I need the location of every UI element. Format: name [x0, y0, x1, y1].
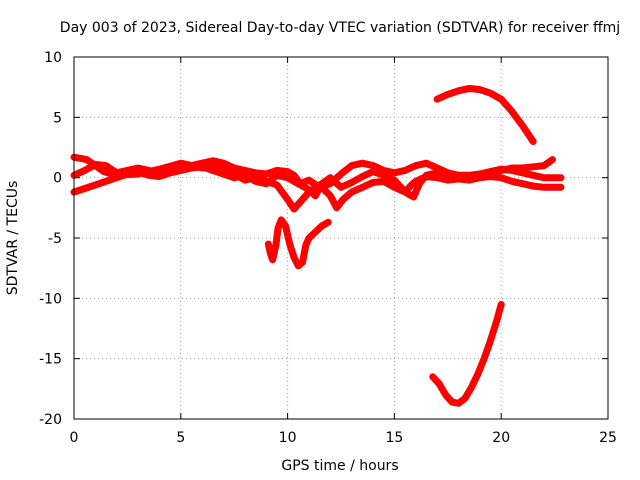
- x-tick-label: 10: [279, 430, 297, 446]
- series-arc-low: [429, 300, 505, 407]
- y-tick-label: -20: [39, 412, 62, 428]
- x-tick-label: 20: [492, 430, 510, 446]
- y-tick-label: -15: [39, 352, 62, 368]
- y-tick-label: 5: [53, 110, 62, 126]
- y-tick-label: 10: [44, 50, 62, 66]
- x-tick-label: 25: [599, 430, 617, 446]
- grid-lines: [74, 57, 608, 419]
- x-tick-label: 5: [176, 430, 185, 446]
- y-tick-label: 0: [53, 171, 62, 187]
- x-axis-label: GPS time / hours: [281, 458, 398, 474]
- x-axis: 0 5 10 15 20 25: [70, 57, 617, 446]
- series-arc-high: [433, 84, 537, 145]
- y-tick-label: -10: [39, 291, 62, 307]
- y-axis-label: SDTVAR / TECUs: [5, 181, 21, 296]
- series-spike-low: [264, 216, 332, 270]
- y-tick-label: -5: [48, 231, 62, 247]
- chart-title: Day 003 of 2023, Sidereal Day-to-day VTE…: [60, 20, 620, 36]
- y-axis: -20 -15 -10 -5 0 5 10: [39, 50, 608, 428]
- series-track-c: [70, 163, 565, 201]
- data-series: [70, 84, 565, 407]
- x-tick-label: 0: [70, 430, 79, 446]
- x-tick-label: 15: [385, 430, 403, 446]
